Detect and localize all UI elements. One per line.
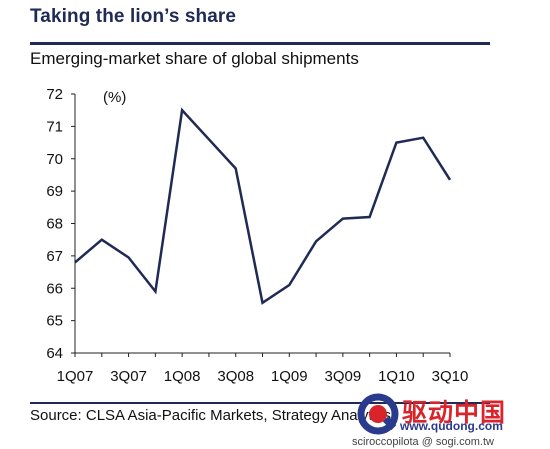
x-tick-label: 1Q10: [378, 368, 415, 385]
source-divider: [30, 402, 490, 404]
x-tick-label: 3Q07: [110, 368, 147, 385]
y-unit-label: (%): [103, 89, 126, 106]
x-tick-label: 3Q08: [217, 368, 254, 385]
y-tick-label: 69: [46, 183, 63, 200]
watermark-url: www.qudong.com: [400, 419, 503, 433]
y-tick-label: 66: [46, 280, 63, 297]
series-line: [74, 107, 452, 305]
x-tick-label: 1Q09: [271, 368, 308, 385]
y-tick-label: 68: [46, 216, 63, 233]
y-tick-label: 72: [46, 86, 63, 103]
x-tick-label: 1Q07: [57, 368, 94, 385]
y-tick-label: 65: [46, 313, 63, 330]
title-divider: [30, 42, 490, 45]
x-tick-label: 3Q10: [432, 368, 469, 385]
y-tick-label: 67: [46, 248, 63, 265]
y-tick-label: 64: [46, 345, 63, 362]
x-tick-label: 3Q09: [325, 368, 362, 385]
watermark-logo-icon: [357, 393, 399, 435]
source-note: Source: CLSA Asia-Pacific Markets, Strat…: [30, 407, 391, 424]
chart-title: Taking the lion’s share: [30, 6, 237, 27]
watermark-brand: 驱动中国: [402, 399, 507, 427]
x-tick-label: 1Q08: [164, 368, 201, 385]
chart-subtitle: Emerging-market share of global shipment…: [30, 49, 359, 68]
watermark-credit: sciroccopilota @ sogi.com.tw: [352, 436, 494, 448]
y-tick-label: 70: [46, 151, 63, 168]
y-tick-label: 71: [46, 118, 63, 135]
